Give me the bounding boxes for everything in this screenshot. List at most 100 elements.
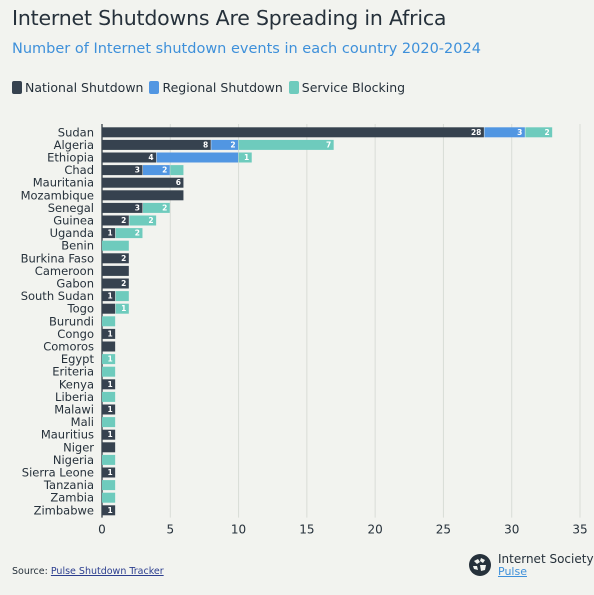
bar-segment	[102, 454, 116, 465]
legend-item-national: National Shutdown	[12, 80, 143, 95]
data-label: 1	[107, 380, 112, 389]
data-label: 1	[244, 153, 249, 162]
bar-segment	[102, 253, 129, 264]
bar-segment	[142, 165, 170, 176]
bar-segment	[102, 152, 157, 163]
category-label: Cameroon	[35, 264, 94, 278]
bar-segment	[102, 165, 143, 176]
bar-segment	[102, 429, 116, 440]
category-label: Algeria	[54, 138, 94, 152]
bar-segment	[211, 139, 239, 150]
data-label: 3	[135, 203, 140, 212]
bar-segment	[102, 391, 116, 402]
data-label: 2	[162, 166, 167, 175]
category-label: Zimbabwe	[34, 503, 94, 517]
category-label: Niger	[63, 440, 94, 454]
x-tick-label: 20	[368, 523, 383, 537]
category-label: Gabon	[56, 277, 94, 291]
bar-segment	[484, 127, 525, 138]
globe-icon	[469, 554, 491, 577]
bar-segment	[102, 354, 116, 365]
data-label: 2	[121, 279, 126, 288]
brand-logo: Internet Society Pulse	[468, 553, 594, 577]
data-label: 2	[230, 140, 235, 149]
bar-segment	[102, 303, 116, 314]
category-label: Benin	[61, 239, 94, 253]
category-label: Guinea	[53, 214, 94, 228]
data-label: 2	[121, 254, 126, 263]
category-label: Tanzania	[43, 478, 94, 492]
source-prefix: Source:	[12, 566, 48, 577]
category-label: Burundi	[49, 314, 94, 328]
bar-segment	[102, 240, 129, 251]
bar-segment	[102, 228, 116, 239]
data-label: 1	[107, 229, 112, 238]
chart-subtitle: Number of Internet shutdown events in ea…	[12, 41, 481, 57]
bar-segment	[142, 202, 170, 213]
category-label: Mali	[71, 415, 94, 429]
data-label: 1	[107, 329, 112, 338]
data-label: 2	[148, 216, 153, 225]
bar-segment	[129, 215, 157, 226]
x-tick-label: 15	[299, 523, 314, 537]
bar-segment	[170, 165, 184, 176]
data-label: 8	[203, 140, 208, 149]
data-label: 1	[107, 355, 112, 364]
chart-title: Internet Shutdowns Are Spreading in Afri…	[12, 6, 447, 30]
category-label: Nigeria	[53, 453, 94, 467]
x-tick-label: 5	[166, 523, 174, 537]
category-label: Eriteria	[52, 365, 94, 379]
category-label: Sudan	[58, 125, 94, 139]
source-link[interactable]: Pulse Shutdown Tracker	[50, 566, 164, 577]
bar-segment	[102, 190, 184, 201]
data-label: 1	[107, 468, 112, 477]
bar-segment	[102, 480, 116, 491]
category-label: Kenya	[59, 377, 94, 391]
bar-segment	[102, 215, 129, 226]
legend-swatch-service	[288, 81, 299, 94]
data-label: 7	[326, 140, 331, 149]
legend-label-national: National Shutdown	[25, 80, 144, 95]
legend-label-service: Service Blocking	[301, 80, 406, 95]
category-label: Uganda	[50, 226, 94, 240]
category-label: Ethiopia	[47, 151, 94, 165]
category-label: Liberia	[55, 390, 94, 404]
legend-swatch-regional	[149, 81, 160, 94]
bar-segment	[102, 492, 116, 503]
brand-sub[interactable]: Pulse	[498, 564, 527, 578]
category-label: Mauritius	[41, 428, 94, 442]
bar-segment	[102, 291, 116, 302]
category-label: Burkina Faso	[21, 251, 94, 265]
bar-segment	[102, 442, 116, 453]
data-label: 3	[517, 128, 522, 137]
bar-segment	[115, 303, 129, 314]
data-label: 28	[471, 128, 481, 137]
data-label: 1	[121, 304, 126, 313]
bar-segment	[156, 152, 239, 163]
data-label: 1	[107, 292, 112, 301]
brand-name: Internet Society	[498, 552, 594, 566]
legend-label-regional: Regional Shutdown	[162, 80, 283, 95]
legend: National Shutdown Regional Shutdown Serv…	[12, 80, 405, 95]
category-label: Sierra Leone	[22, 466, 94, 480]
data-label: 1	[107, 430, 112, 439]
source-note: Source: Pulse Shutdown Tracker	[12, 566, 164, 577]
bar-segment	[102, 202, 143, 213]
legend-item-service: Service Blocking	[288, 80, 406, 95]
bar-segment	[102, 177, 184, 188]
category-label: Comoros	[43, 340, 94, 354]
bar-segment	[102, 505, 116, 516]
bar-segment	[115, 291, 129, 302]
category-label: Congo	[57, 327, 94, 341]
category-label: Mozambique	[21, 188, 94, 202]
category-label: Senegal	[48, 201, 94, 215]
data-label: 4	[148, 153, 153, 162]
data-label: 1	[107, 405, 112, 414]
bar-segment	[102, 379, 116, 390]
bar-segment	[102, 316, 116, 327]
category-label: Zambia	[50, 491, 94, 505]
bar-segment	[102, 328, 116, 339]
data-label: 3	[135, 166, 140, 175]
bar-segment	[102, 366, 116, 377]
x-tick-label: 10	[231, 523, 246, 537]
